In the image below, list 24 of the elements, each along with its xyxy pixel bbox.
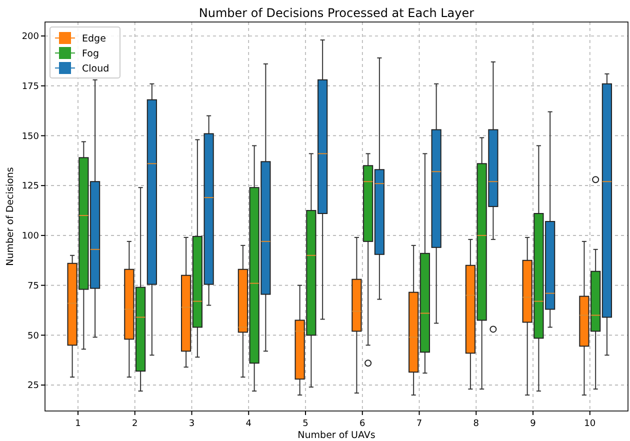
x-tick-label: 9 — [530, 419, 536, 429]
x-tick-label: 1 — [75, 419, 81, 429]
legend-label: Fog — [82, 48, 99, 60]
y-tick-label: 75 — [28, 281, 39, 292]
legend-label: Edge — [82, 33, 106, 44]
x-axis-title: Number of UAVs — [298, 430, 376, 441]
y-tick-label: 200 — [22, 32, 40, 42]
x-tick-label: 4 — [246, 419, 252, 429]
x-tick-label: 6 — [360, 419, 366, 429]
x-tick-label: 2 — [132, 419, 138, 429]
y-tick-label: 125 — [22, 182, 39, 192]
x-tick-label: 7 — [416, 419, 422, 429]
y-tick-label: 100 — [22, 232, 40, 242]
x-tick-label: 10 — [584, 419, 596, 429]
y-axis-title: Number of Decisions — [5, 167, 16, 266]
y-tick-label: 25 — [28, 381, 39, 392]
y-tick-label: 50 — [28, 331, 40, 342]
legend-label: Cloud — [82, 63, 110, 74]
y-tick-label: 150 — [22, 132, 40, 142]
y-tick-label: 175 — [22, 82, 39, 92]
chart-title: Number of Decisions Processed at Each Layer — [198, 6, 474, 20]
x-tick-label: 3 — [188, 419, 195, 429]
x-tick-label: 5 — [302, 419, 308, 429]
x-tick-label: 8 — [473, 419, 480, 429]
